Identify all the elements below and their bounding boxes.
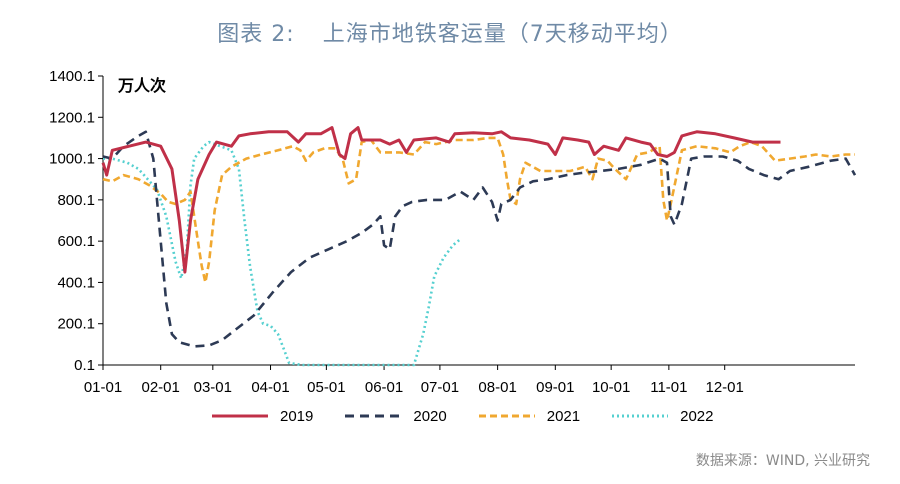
- x-tick-label: 12-01: [706, 379, 744, 396]
- figure-title-text: 上海市地铁客运量（7天移动平均）: [322, 22, 683, 47]
- chart-title: 图表 2: 上海市地铁客运量（7天移动平均）: [0, 16, 900, 48]
- y-tick-label: 800.1: [57, 192, 95, 209]
- chart-axes: 0.1 200.1 400.1 600.1 800.1 1000.1 1200.1 1400.…: [49, 68, 855, 396]
- y-tick-label: 1000.1: [49, 151, 95, 168]
- x-tick-label: 06-01: [365, 379, 403, 396]
- legend-swatch-2022: [612, 414, 669, 418]
- series-line-2019: [101, 126, 781, 274]
- series-line-2022: [103, 140, 462, 367]
- legend-item-2022: 2022: [610, 407, 714, 425]
- y-tick-label: 1400.1: [49, 68, 95, 85]
- x-tick-label: 07-01: [421, 379, 459, 396]
- x-tick-label: 05-01: [307, 379, 345, 396]
- legend-item-2021: 2021: [477, 408, 580, 425]
- y-tick-label: 600.1: [57, 233, 95, 250]
- x-tick-label: 03-01: [194, 379, 232, 396]
- data-source-note: 数据来源：WIND, 兴业研究: [695, 453, 870, 469]
- y-axis-unit-label: 万人次: [118, 76, 167, 95]
- legend-label-2021: 2021: [546, 407, 581, 425]
- x-tick-label: 10-01: [592, 379, 630, 396]
- x-tick-label: 09-01: [536, 379, 574, 396]
- legend-swatch-2021: [478, 414, 535, 418]
- series-line-2021: [102, 136, 855, 284]
- legend-label-2022: 2022: [680, 407, 714, 425]
- x-tick-label: 01-01: [84, 379, 122, 396]
- legend-label-2020: 2020: [413, 407, 447, 425]
- legend-item-2019: 2019: [210, 408, 313, 425]
- x-tick-label: 02-01: [142, 379, 180, 396]
- x-tick-label: 04-01: [251, 379, 289, 396]
- legend-swatch-2020: [345, 414, 402, 418]
- figure-number: 图表 2:: [217, 22, 295, 47]
- y-tick-label: 400.1: [57, 274, 95, 291]
- legend-item-2020: 2020: [343, 407, 447, 425]
- chart-series-group: [101, 126, 857, 367]
- y-tick-label: 200.1: [57, 316, 95, 333]
- y-tick-label: 1200.1: [49, 109, 95, 126]
- chart-legend: 2019 2020 2021 2022: [210, 404, 744, 428]
- y-tick-label: 0.1: [74, 357, 95, 374]
- series-line-2020: [102, 130, 857, 348]
- x-tick-label: 11-01: [650, 379, 687, 396]
- x-tick-label: 08-01: [478, 379, 516, 396]
- legend-swatch-2019: [212, 414, 268, 418]
- legend-label-2019: 2019: [280, 407, 314, 425]
